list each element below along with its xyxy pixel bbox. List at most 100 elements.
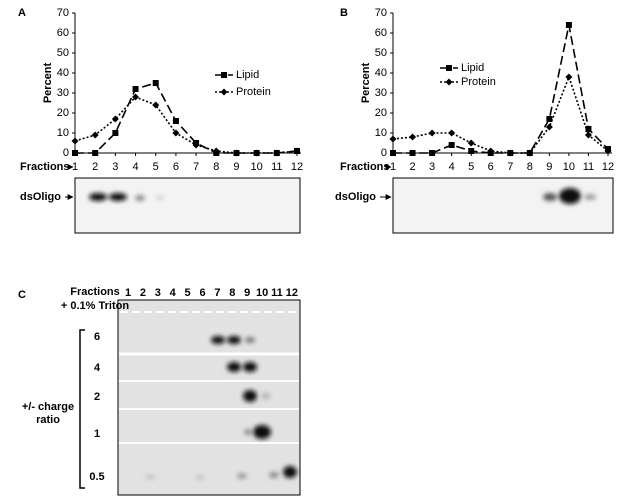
y-tick-label: 60 [375, 27, 387, 39]
lane-label: 11 [271, 287, 283, 299]
x-tick-label: 10 [251, 161, 263, 173]
marker [232, 149, 240, 157]
legend-marker [445, 78, 453, 86]
x-tick-label: 9 [233, 161, 239, 173]
series-line [74, 96, 298, 154]
marker [71, 137, 79, 145]
gel-heading: Fractions [70, 286, 120, 298]
x-tick-label: 2 [409, 161, 415, 173]
marker [604, 147, 612, 155]
y-tick-label: 60 [57, 27, 69, 39]
ratio-title: +/- charge [22, 401, 74, 413]
legend-label: Lipid [236, 69, 259, 81]
marker [448, 129, 456, 137]
x-tick-label: 8 [213, 161, 219, 173]
marker [152, 80, 159, 86]
x-tick-label: 5 [468, 161, 474, 173]
marker [172, 118, 179, 124]
y-tick-label: 30 [375, 87, 387, 99]
series-line [75, 82, 298, 154]
ratio-title: ratio [36, 414, 60, 426]
x-tick-label: 1 [72, 161, 78, 173]
lane-label: 5 [185, 287, 191, 299]
gel-b [392, 177, 614, 234]
marker [468, 148, 475, 154]
x-tick-label: 7 [507, 161, 513, 173]
ratio-label: 1 [94, 428, 100, 440]
gel-label: dsOligo [20, 191, 61, 203]
marker [152, 101, 160, 109]
x-tick-label: 1 [390, 161, 396, 173]
lane-label: 10 [256, 287, 268, 299]
marker [506, 149, 514, 157]
legend-marker [221, 72, 227, 78]
marker [293, 147, 301, 155]
series-line [393, 24, 609, 154]
marker [545, 123, 553, 131]
gel-c [79, 299, 301, 496]
x-tick-label: 6 [488, 161, 494, 173]
y-tick-label: 0 [381, 147, 387, 159]
marker [92, 150, 99, 156]
x-tick-label: 12 [291, 161, 303, 173]
marker [192, 141, 200, 149]
ratio-label: 6 [94, 331, 100, 343]
marker [273, 149, 281, 157]
x-tick-label: 10 [563, 161, 575, 173]
lane-label: 9 [244, 287, 250, 299]
x-tick-label: 4 [449, 161, 455, 173]
marker [72, 150, 78, 156]
x-tick-label: 5 [153, 161, 159, 173]
ratio-label: 0.5 [89, 471, 104, 483]
y-tick-label: 40 [57, 67, 69, 79]
y-tick-label: 70 [57, 7, 69, 19]
y-tick-label: 20 [57, 107, 69, 119]
y-tick-label: 30 [57, 87, 69, 99]
marker [428, 129, 436, 137]
lane-label: 7 [214, 287, 220, 299]
lane-label: 1 [125, 287, 131, 299]
x-axis-label: Fractions [340, 161, 390, 173]
gel-heading: + 0.1% Triton [61, 300, 129, 312]
marker [111, 115, 119, 123]
gel-label: dsOligo [335, 191, 376, 203]
legend-label: Protein [461, 76, 496, 88]
x-tick-label: 6 [173, 161, 179, 173]
lane-label: 6 [199, 287, 205, 299]
y-axis-label: Percent [360, 62, 372, 103]
panel-label: A [18, 7, 26, 19]
x-tick-label: 3 [112, 161, 118, 173]
y-tick-label: 0 [63, 147, 69, 159]
marker [429, 150, 436, 156]
panel-label: B [340, 7, 348, 19]
marker [565, 22, 572, 28]
gel-a [74, 177, 301, 234]
lane-label: 3 [155, 287, 161, 299]
y-tick-label: 50 [375, 47, 387, 59]
marker [409, 150, 416, 156]
x-tick-label: 9 [546, 161, 552, 173]
marker [390, 150, 396, 156]
legend-label: Lipid [461, 62, 484, 74]
x-axis-label: Fractions [20, 161, 70, 173]
marker [112, 130, 119, 136]
marker [212, 147, 220, 155]
y-tick-label: 10 [57, 127, 69, 139]
marker [487, 147, 495, 155]
y-tick-label: 40 [375, 67, 387, 79]
marker [132, 93, 140, 101]
marker [585, 126, 592, 132]
marker [526, 149, 534, 157]
lane-label: 2 [140, 287, 146, 299]
x-tick-label: 12 [602, 161, 614, 173]
marker [546, 116, 553, 122]
y-axis-label: Percent [42, 62, 54, 103]
x-tick-label: 11 [583, 161, 594, 173]
marker [409, 133, 417, 141]
x-tick-label: 2 [92, 161, 98, 173]
marker [467, 139, 475, 147]
lane-label: 12 [286, 287, 298, 299]
panel-label: C [18, 289, 26, 301]
x-tick-label: 7 [193, 161, 199, 173]
marker [253, 149, 261, 157]
